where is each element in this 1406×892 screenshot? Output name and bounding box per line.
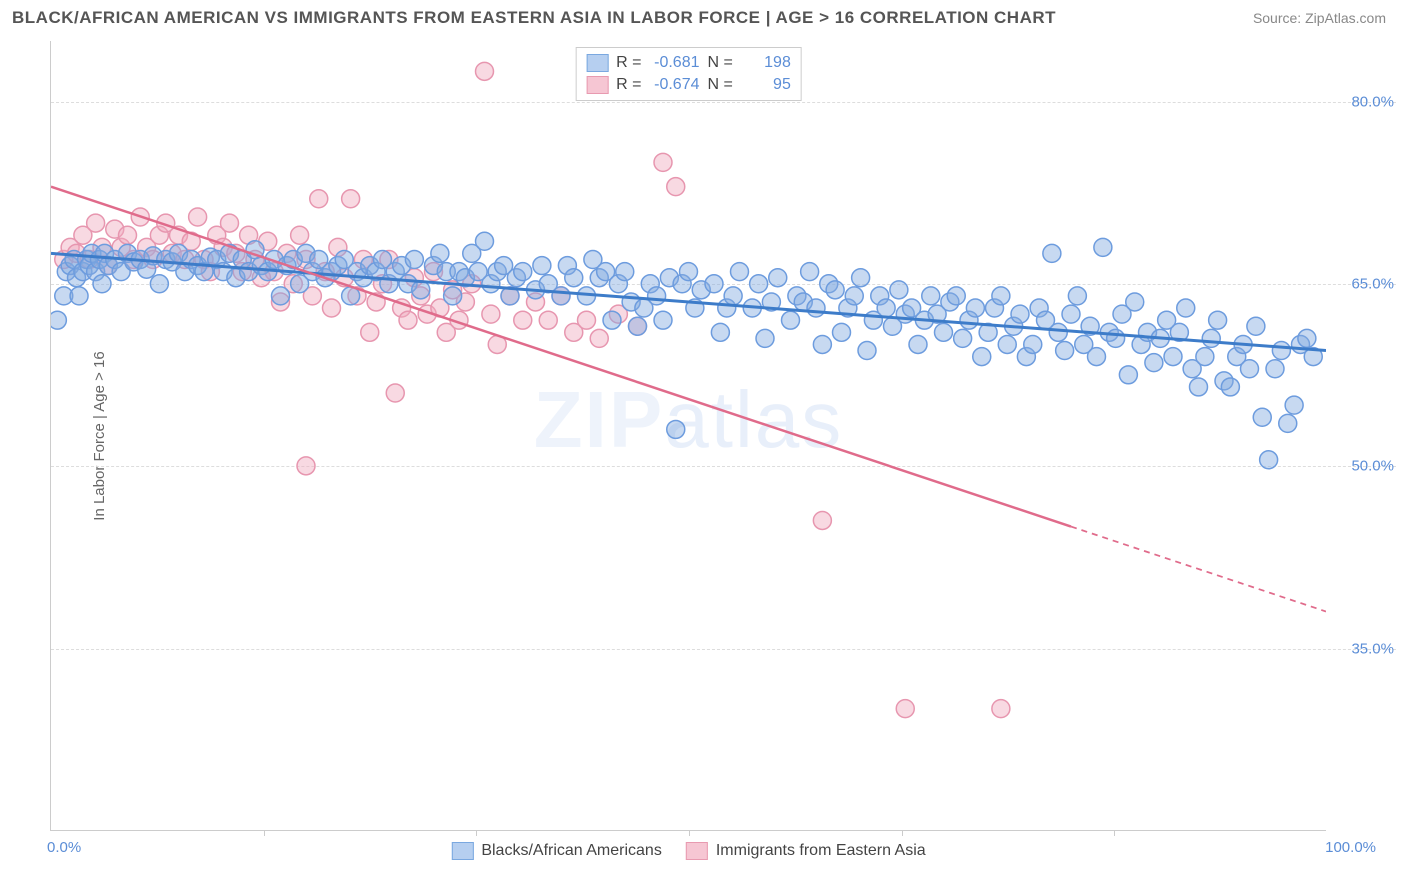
x-tick-0: 0.0% (47, 839, 81, 856)
legend-item-pink: Immigrants from Eastern Asia (686, 842, 926, 860)
y-tick-label: 35.0% (1351, 640, 1394, 657)
x-tick-100: 100.0% (1325, 839, 1376, 856)
legend-row-blue: R = -0.681 N = 198 (586, 52, 791, 74)
source-label: Source: ZipAtlas.com (1253, 10, 1386, 26)
legend-item-blue: Blacks/African Americans (451, 842, 662, 860)
y-tick-label: 65.0% (1351, 276, 1394, 293)
legend-row-pink: R = -0.674 N = 95 (586, 74, 791, 96)
correlation-legend: R = -0.681 N = 198 R = -0.674 N = 95 (575, 47, 802, 101)
swatch-blue (586, 54, 608, 72)
swatch-pink-icon (686, 842, 708, 860)
y-tick-label: 80.0% (1351, 93, 1394, 110)
swatch-blue-icon (451, 842, 473, 860)
chart-plot-area: In Labor Force | Age > 16 ZIPatlas 35.0%… (50, 41, 1326, 831)
y-tick-label: 50.0% (1351, 458, 1394, 475)
chart-title: BLACK/AFRICAN AMERICAN VS IMMIGRANTS FRO… (12, 8, 1056, 28)
scatter-svg (51, 41, 1326, 830)
swatch-pink (586, 76, 608, 94)
series-legend: Blacks/African Americans Immigrants from… (451, 842, 925, 860)
